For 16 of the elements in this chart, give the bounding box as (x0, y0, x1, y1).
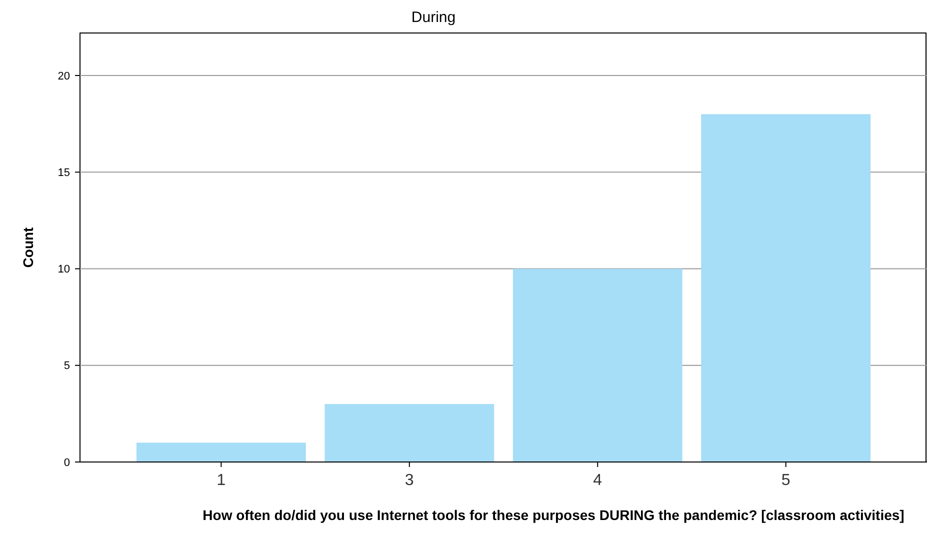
y-tick-label: 15 (58, 166, 70, 179)
y-tick-label: 5 (64, 360, 70, 372)
y-axis-title: Count (20, 226, 36, 268)
x-tick-label: 3 (404, 472, 414, 489)
bar (324, 404, 494, 462)
x-tick-label: 5 (781, 472, 790, 489)
bar (512, 268, 682, 462)
y-tick-label: 10 (58, 264, 70, 276)
y-tick-label: 0 (64, 456, 70, 469)
x-tick-label: 4 (593, 472, 602, 489)
x-tick-label: 1 (216, 472, 226, 489)
bar (136, 442, 306, 462)
bar (701, 114, 871, 462)
chart-title: During (411, 9, 456, 26)
x-axis-title: How often do/did you use Internet tools for these purposes DURING the pandemic? [classroom activities] (202, 507, 904, 523)
y-tick-label: 20 (58, 70, 70, 82)
